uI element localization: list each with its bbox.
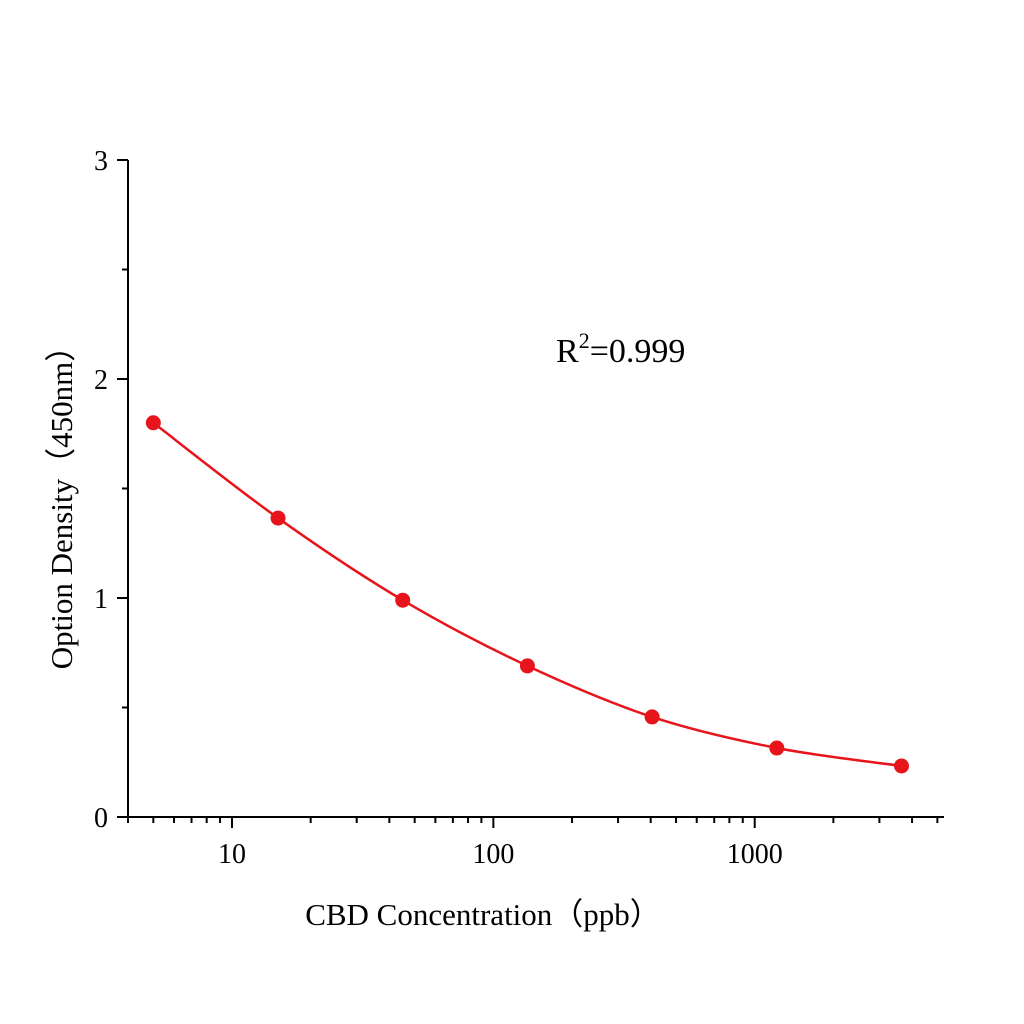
y-tick-label: 1 (94, 584, 108, 615)
data-point (270, 510, 286, 526)
plot-area (145, 415, 910, 774)
data-point (145, 415, 161, 431)
x-tick-label: 100 (472, 839, 514, 870)
annotation-r-squared: R2=0.999 (556, 328, 685, 370)
y-axis-label: Option Density（450nm） (44, 331, 79, 669)
y-tick-label: 0 (94, 803, 108, 834)
x-axis-label: CBD Concentration（ppb） (305, 897, 661, 932)
x-tick-label: 10 (218, 839, 246, 870)
x-tick-label: 1000 (727, 839, 783, 870)
data-point (894, 758, 910, 774)
data-point (395, 592, 411, 608)
data-point (769, 740, 785, 756)
data-point (519, 658, 535, 674)
y-tick-label: 3 (94, 146, 108, 177)
axes: 0 1 2 3 10 100 1000 (94, 146, 944, 870)
y-tick-label: 2 (94, 365, 108, 396)
fit-curve (152, 421, 902, 768)
data-point (644, 709, 660, 725)
